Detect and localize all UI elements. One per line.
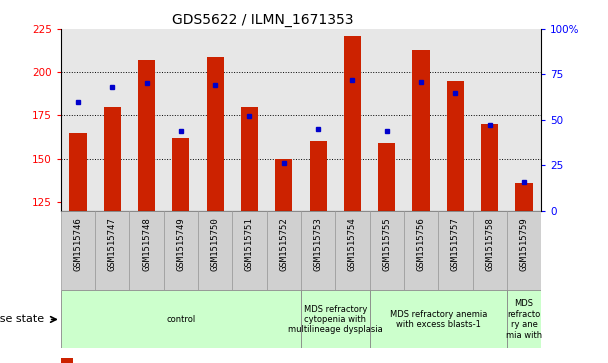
Text: GSM1515756: GSM1515756 (416, 217, 426, 271)
FancyBboxPatch shape (95, 211, 130, 290)
Text: GSM1515746: GSM1515746 (74, 217, 83, 271)
Bar (335, 29, 370, 211)
FancyBboxPatch shape (267, 211, 301, 290)
Bar (516, 183, 533, 211)
Bar (275, 159, 292, 211)
Bar (507, 29, 541, 211)
Text: GSM1515747: GSM1515747 (108, 217, 117, 271)
Bar (438, 29, 472, 211)
Bar (207, 57, 224, 211)
Text: MDS
refracto
ry ane
mia with: MDS refracto ry ane mia with (506, 299, 542, 339)
FancyBboxPatch shape (301, 211, 335, 290)
Bar (412, 50, 430, 211)
Bar (507, 290, 541, 348)
Bar (481, 124, 498, 211)
Text: MDS refractory anemia
with excess blasts-1: MDS refractory anemia with excess blasts… (390, 310, 487, 329)
Text: GSM1515749: GSM1515749 (176, 217, 185, 271)
Bar (472, 29, 507, 211)
Bar (232, 29, 267, 211)
Text: GSM1515753: GSM1515753 (314, 217, 323, 271)
Bar (164, 29, 198, 211)
Text: GSM1515751: GSM1515751 (245, 217, 254, 271)
FancyBboxPatch shape (507, 211, 541, 290)
Bar (69, 133, 86, 211)
Text: control: control (166, 315, 196, 324)
Text: disease state: disease state (0, 314, 44, 325)
FancyBboxPatch shape (438, 211, 472, 290)
Bar (241, 107, 258, 211)
Text: GSM1515750: GSM1515750 (211, 217, 219, 271)
FancyBboxPatch shape (472, 211, 507, 290)
Bar (370, 29, 404, 211)
Bar (130, 29, 164, 211)
FancyBboxPatch shape (61, 211, 95, 290)
Title: GDS5622 / ILMN_1671353: GDS5622 / ILMN_1671353 (172, 13, 353, 26)
FancyBboxPatch shape (335, 211, 370, 290)
FancyBboxPatch shape (130, 211, 164, 290)
Bar (404, 29, 438, 211)
Bar (95, 29, 130, 211)
Bar (301, 29, 335, 211)
Bar (104, 107, 121, 211)
Bar (61, 290, 301, 348)
Bar (267, 29, 301, 211)
Bar (309, 142, 326, 211)
Bar (61, 29, 95, 211)
Text: GSM1515758: GSM1515758 (485, 217, 494, 271)
Text: GSM1515748: GSM1515748 (142, 217, 151, 271)
Text: GSM1515759: GSM1515759 (519, 217, 528, 271)
Bar (370, 290, 507, 348)
Bar (378, 143, 395, 211)
FancyBboxPatch shape (164, 211, 198, 290)
Text: GSM1515752: GSM1515752 (279, 217, 288, 271)
Bar (172, 138, 190, 211)
Text: GSM1515757: GSM1515757 (451, 217, 460, 271)
Text: GSM1515755: GSM1515755 (382, 217, 391, 271)
FancyBboxPatch shape (232, 211, 267, 290)
Bar (198, 29, 232, 211)
FancyBboxPatch shape (198, 211, 232, 290)
Text: GSM1515754: GSM1515754 (348, 217, 357, 271)
Bar (344, 36, 361, 211)
Bar (61, 358, 73, 363)
Bar (447, 81, 464, 211)
FancyBboxPatch shape (370, 211, 404, 290)
Bar (138, 60, 155, 211)
Bar (301, 290, 370, 348)
FancyBboxPatch shape (404, 211, 438, 290)
Text: MDS refractory
cytopenia with
multilineage dysplasia: MDS refractory cytopenia with multilinea… (288, 305, 382, 334)
